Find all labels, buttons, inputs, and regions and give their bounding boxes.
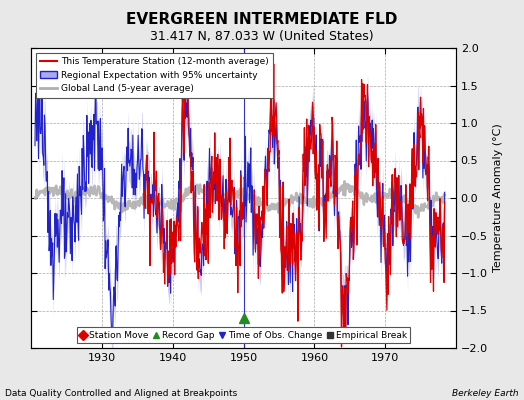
Text: 31.417 N, 87.033 W (United States): 31.417 N, 87.033 W (United States) xyxy=(150,30,374,43)
Legend: Station Move, Record Gap, Time of Obs. Change, Empirical Break: Station Move, Record Gap, Time of Obs. C… xyxy=(77,327,410,344)
Text: Data Quality Controlled and Aligned at Breakpoints: Data Quality Controlled and Aligned at B… xyxy=(5,389,237,398)
Y-axis label: Temperature Anomaly (°C): Temperature Anomaly (°C) xyxy=(494,124,504,272)
Text: EVERGREEN INTERMEDIATE FLD: EVERGREEN INTERMEDIATE FLD xyxy=(126,12,398,27)
Text: Berkeley Earth: Berkeley Earth xyxy=(452,389,519,398)
